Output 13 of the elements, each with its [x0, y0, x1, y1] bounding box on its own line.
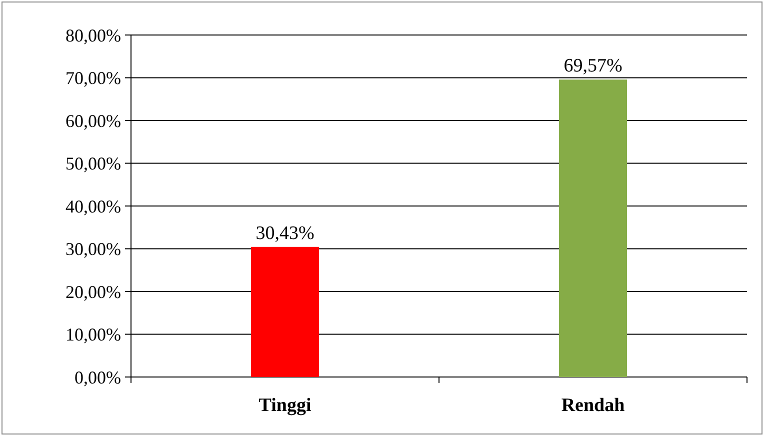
y-tick-label: 70,00% — [66, 68, 121, 88]
x-tick-label: Tinggi — [258, 395, 312, 416]
y-tick-label: 0,00% — [74, 367, 121, 388]
y-tick-label: 30,00% — [66, 239, 121, 260]
x-tick-label: Rendah — [561, 395, 626, 416]
data-label: 69,57% — [564, 56, 622, 77]
y-tick-label: 10,00% — [66, 324, 121, 345]
y-tick-label: 40,00% — [66, 196, 121, 216]
y-tick-label: 80,00% — [66, 25, 121, 46]
y-tick-label: 50,00% — [66, 154, 121, 174]
y-tick-label: 20,00% — [66, 282, 121, 302]
data-label: 30,43% — [256, 222, 314, 244]
y-tick-label: 60,00% — [66, 110, 121, 131]
